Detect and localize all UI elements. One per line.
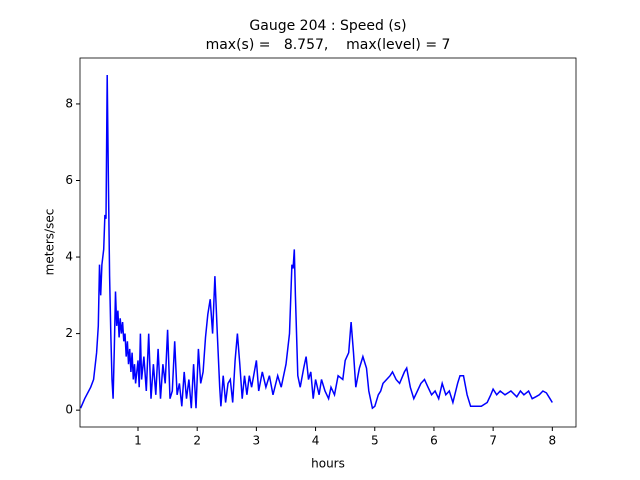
x-tick-label: 1 bbox=[134, 434, 142, 448]
x-tick-label: 4 bbox=[312, 434, 320, 448]
x-tick-label: 5 bbox=[371, 434, 379, 448]
y-tick-label: 8 bbox=[65, 96, 73, 110]
chart-subtitle: max(s) = 8.757, max(level) = 7 bbox=[206, 37, 451, 53]
x-tick-label: 2 bbox=[193, 434, 201, 448]
x-tick-label: 6 bbox=[430, 434, 438, 448]
x-tick-label: 7 bbox=[489, 434, 497, 448]
plot-frame bbox=[79, 57, 577, 428]
y-axis-label: meters/sec bbox=[43, 209, 57, 276]
data-line bbox=[79, 74, 553, 410]
y-tick-label: 2 bbox=[65, 326, 73, 340]
x-tick-label: 3 bbox=[253, 434, 261, 448]
y-tick-label: 6 bbox=[65, 173, 73, 187]
y-tick-label: 0 bbox=[65, 403, 73, 417]
chart-title: Gauge 204 : Speed (s) bbox=[249, 18, 406, 34]
y-tick-label: 4 bbox=[65, 250, 73, 264]
x-tick-label: 8 bbox=[549, 434, 557, 448]
x-axis-label: hours bbox=[311, 457, 345, 471]
